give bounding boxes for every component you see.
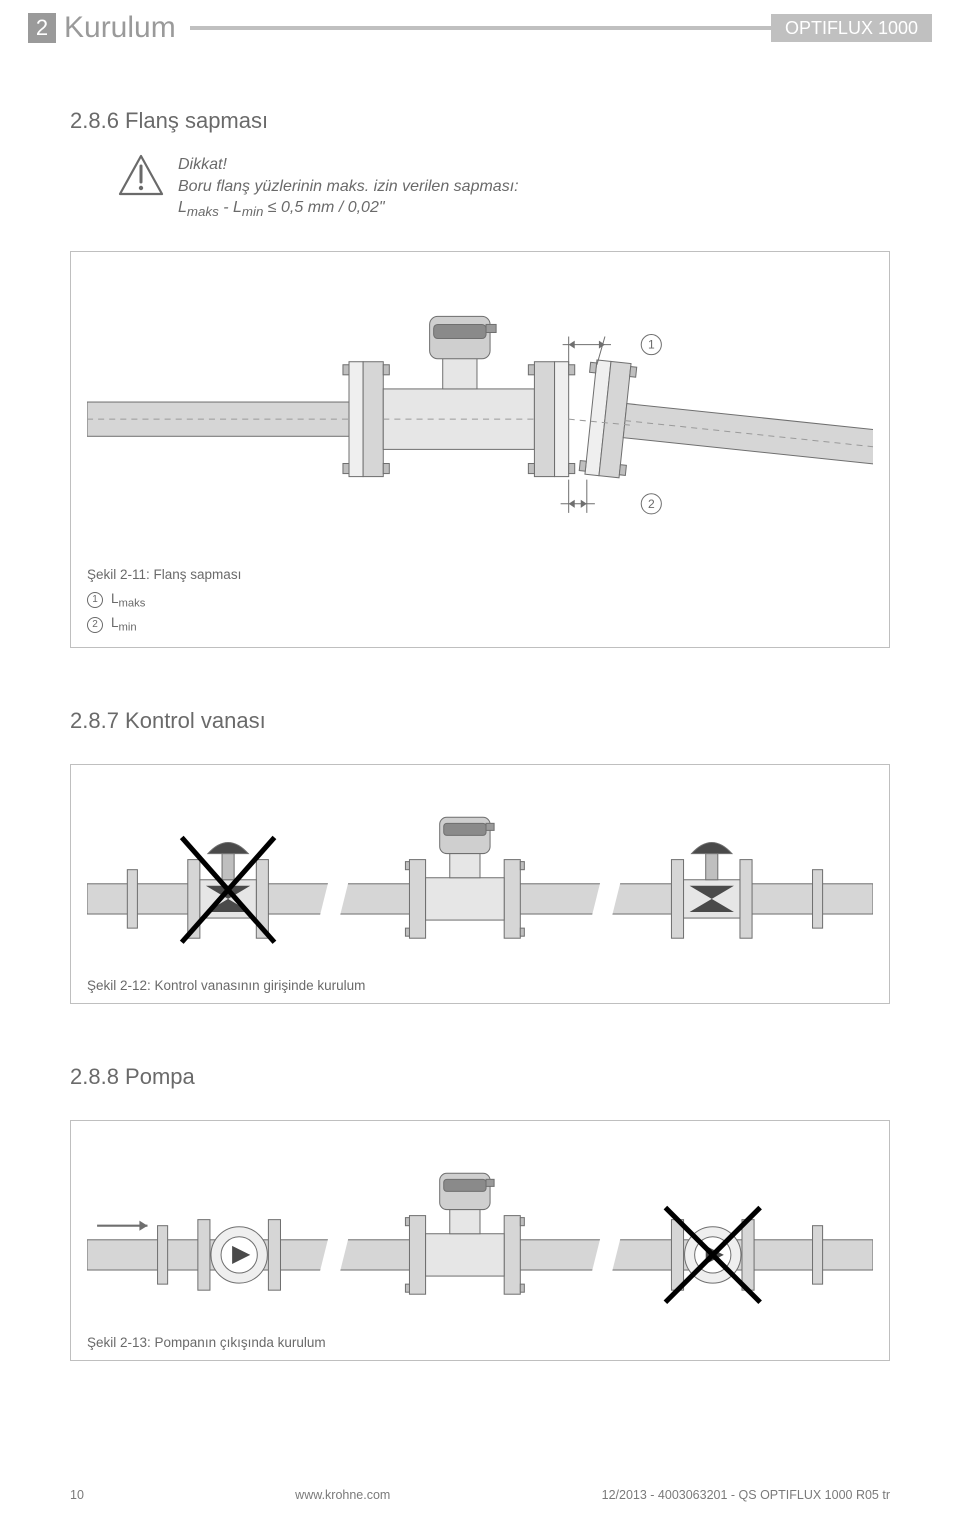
figure-2-11-legend: 1 Lmaks 2 Lmin	[87, 588, 873, 637]
figure-2-12-caption: Şekil 2-12: Kontrol vanasının girişinde …	[87, 978, 873, 993]
figure-2-13: Şekil 2-13: Pompanın çıkışında kurulum	[70, 1120, 890, 1360]
page-number: 10	[70, 1488, 84, 1502]
header-rule	[190, 26, 771, 30]
chapter-number-box: 2	[28, 13, 56, 43]
brand-label: OPTIFLUX 1000	[785, 18, 918, 39]
section-heading-287: 2.8.7 Kontrol vanası	[70, 708, 890, 734]
warning-text: Dikkat! Boru flanş yüzlerinin maks. izin…	[178, 154, 519, 221]
figure-2-12: Şekil 2-12: Kontrol vanasının girişinde …	[70, 764, 890, 1004]
page-footer: 10 www.krohne.com 12/2013 - 4003063201 -…	[0, 1488, 960, 1502]
legend-row-2: 2 Lmin	[87, 612, 873, 637]
section-heading-286: 2.8.6 Flanş sapması	[70, 108, 890, 134]
chapter-title: Kurulum	[64, 11, 176, 45]
brand-box: OPTIFLUX 1000	[771, 14, 932, 42]
footer-url: www.krohne.com	[295, 1488, 390, 1502]
figure-2-11-caption: Şekil 2-11: Flanş sapması	[87, 567, 873, 582]
figure-2-13-caption: Şekil 2-13: Pompanın çıkışında kurulum	[87, 1335, 873, 1350]
figure-2-11: 1 2 Şekil 2-11: Flanş sapması 1 Lmaks 2 …	[70, 251, 890, 648]
figure-2-11-svg: 1 2	[87, 266, 873, 558]
svg-text:1: 1	[648, 338, 655, 352]
legend-text-2: Lmin	[111, 612, 137, 637]
legend-num-1: 1	[87, 592, 103, 608]
svg-text:2: 2	[648, 497, 655, 511]
warning-block: Dikkat! Boru flanş yüzlerinin maks. izin…	[118, 154, 890, 221]
figure-2-12-svg	[87, 779, 873, 970]
warning-line2: Boru flanş yüzlerinin maks. izin verilen…	[178, 176, 519, 198]
warning-line1: Dikkat!	[178, 154, 519, 176]
figure-2-13-svg	[87, 1135, 873, 1326]
page-header: 2 Kurulum OPTIFLUX 1000	[0, 8, 960, 48]
warning-icon	[118, 154, 164, 196]
legend-row-1: 1 Lmaks	[87, 588, 873, 613]
warning-line3: Lmaks - Lmin ≤ 0,5 mm / 0,02"	[178, 197, 519, 221]
legend-num-2: 2	[87, 617, 103, 633]
chapter-number: 2	[36, 15, 48, 41]
footer-docref: 12/2013 - 4003063201 - QS OPTIFLUX 1000 …	[602, 1488, 890, 1502]
legend-text-1: Lmaks	[111, 588, 145, 613]
section-heading-288: 2.8.8 Pompa	[70, 1064, 890, 1090]
